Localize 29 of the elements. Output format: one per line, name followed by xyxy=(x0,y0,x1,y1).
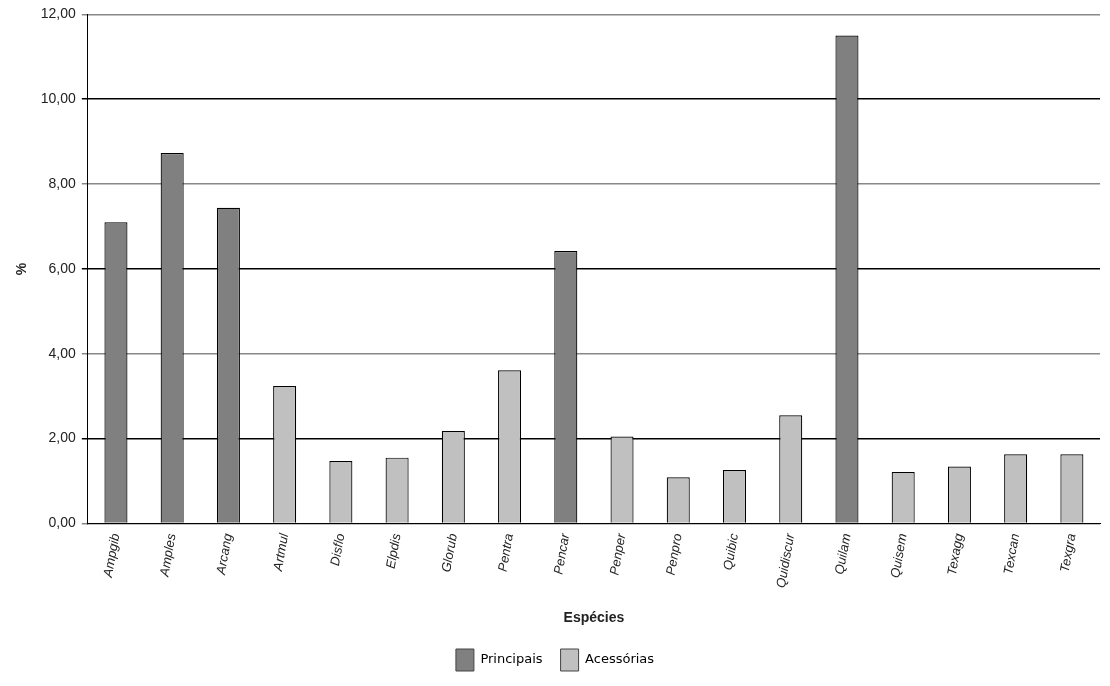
x-tick-label: Elpdis xyxy=(382,531,404,570)
legend-label: Acessórias xyxy=(585,651,655,667)
x-tick-label: Ampgib xyxy=(99,532,123,580)
x-tick-label: Disflo xyxy=(326,532,348,567)
x-tick-label: Texgra xyxy=(1056,532,1079,574)
x-tick-label: Quibic xyxy=(719,531,742,572)
x-tick-label: Pentra xyxy=(494,532,517,573)
legend-label: Principais xyxy=(480,651,543,667)
y-tick-label: 12,00 xyxy=(40,5,77,22)
x-tick-label: Arcang xyxy=(212,531,236,577)
x-tick-label: Quisem xyxy=(887,532,910,580)
y-axis-title: % xyxy=(13,262,30,276)
x-tick-label: Texagg xyxy=(943,531,967,577)
x-tick-label: Amples xyxy=(156,531,179,579)
x-tick-label: Texcan xyxy=(1000,532,1023,576)
y-tick-label: 4,00 xyxy=(48,344,77,361)
x-tick-label: Penper xyxy=(606,531,629,577)
y-tick-label: 8,00 xyxy=(48,174,77,191)
y-tick-label: 2,00 xyxy=(48,429,77,446)
x-tick-label: Pencar xyxy=(550,531,573,576)
x-tick-label: Glorub xyxy=(438,532,460,574)
x-tick-label: Quilam xyxy=(831,532,854,576)
x-axis-title: Espécies xyxy=(563,609,625,626)
x-tick-label: Quidiscur xyxy=(772,531,798,590)
y-tick-label: 10,00 xyxy=(40,90,77,107)
x-tick-label: Penpro xyxy=(662,532,685,577)
y-tick-label: 6,00 xyxy=(48,259,77,276)
y-tick-label: 0,00 xyxy=(48,514,77,531)
x-tick-label: Artmul xyxy=(269,531,292,573)
